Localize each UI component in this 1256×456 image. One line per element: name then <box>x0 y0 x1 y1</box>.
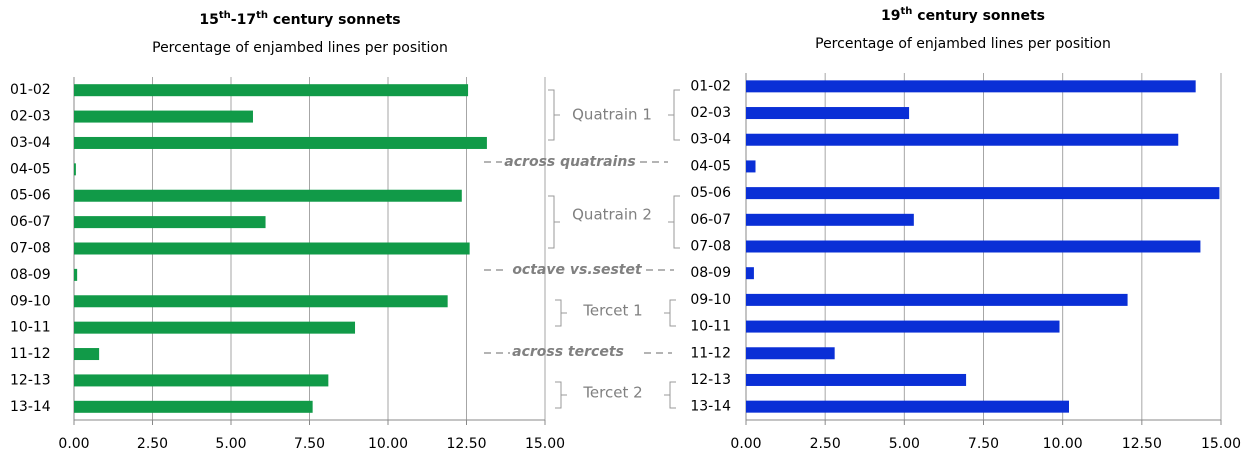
bar <box>746 400 1069 413</box>
x-tick-label: 7.50 <box>968 436 999 452</box>
y-tick-label: 03-04 <box>690 132 731 148</box>
y-tick-label: 06-07 <box>690 212 731 228</box>
y-tick-label: 09-10 <box>690 292 731 308</box>
y-tick-label: 12-13 <box>10 372 51 388</box>
bracket <box>548 195 560 249</box>
y-tick-label: 07-08 <box>10 241 51 257</box>
x-tick-label: 15.00 <box>1201 436 1241 452</box>
bracket <box>555 381 567 409</box>
annotation: Tercet 1 <box>582 302 642 320</box>
bracket <box>664 299 676 327</box>
y-tick-label: 10-11 <box>690 319 731 335</box>
y-tick-label: 02-03 <box>10 109 51 125</box>
x-tick-label: 15.00 <box>525 436 565 452</box>
bar <box>746 373 967 386</box>
bar <box>746 320 1060 333</box>
bar <box>74 242 470 255</box>
bar <box>746 213 914 226</box>
annotation: Quatrain 2 <box>572 206 652 224</box>
bracket <box>668 89 680 141</box>
bar <box>74 163 76 176</box>
x-tick-label: 10.00 <box>1043 436 1083 452</box>
bar <box>74 348 100 361</box>
bar <box>746 133 1179 146</box>
bar <box>74 374 329 387</box>
bar <box>74 400 313 413</box>
annotation: across quatrains <box>504 154 635 170</box>
bracket <box>668 195 680 249</box>
bracket <box>555 299 567 327</box>
y-tick-label: 07-08 <box>690 239 731 255</box>
x-tick-label: 12.50 <box>1122 436 1162 452</box>
x-tick-label: 0.00 <box>58 436 89 452</box>
bar <box>746 347 835 360</box>
y-tick-label: 13-14 <box>690 399 731 415</box>
bar <box>746 160 756 173</box>
y-tick-label: 01-02 <box>690 78 731 94</box>
y-tick-label: 05-06 <box>690 185 731 201</box>
brackets <box>484 89 680 409</box>
annotation: Tercet 2 <box>582 384 642 402</box>
y-tick-label: 11-12 <box>10 346 51 362</box>
y-tick-label: 04-05 <box>10 161 51 177</box>
y-tick-label: 04-05 <box>690 158 731 174</box>
annotation: Quatrain 1 <box>572 106 652 124</box>
bar <box>746 80 1196 93</box>
bar <box>74 216 266 229</box>
x-tick-label: 12.50 <box>446 436 486 452</box>
x-tick-label: 0.00 <box>730 436 761 452</box>
bar <box>74 189 462 202</box>
y-tick-label: 10-11 <box>10 320 51 336</box>
y-tick-label: 11-12 <box>690 345 731 361</box>
bar <box>746 187 1220 200</box>
x-tick-label: 2.50 <box>137 436 168 452</box>
chart-title: 19th century sonnets <box>881 6 1045 25</box>
y-tick-label: 08-09 <box>690 265 731 281</box>
bar <box>74 295 448 308</box>
bar <box>74 268 78 281</box>
y-tick-label: 12-13 <box>690 372 731 388</box>
y-tick-label: 01-02 <box>10 82 51 98</box>
y-tick-label: 09-10 <box>10 293 51 309</box>
chart-subtitle: Percentage of enjambed lines per positio… <box>815 36 1111 52</box>
y-tick-label: 05-06 <box>10 188 51 204</box>
bar <box>746 293 1128 306</box>
y-tick-label: 02-03 <box>690 105 731 121</box>
x-tick-label: 2.50 <box>810 436 841 452</box>
y-tick-label: 06-07 <box>10 214 51 230</box>
bracket <box>664 381 676 409</box>
bar <box>746 240 1201 253</box>
bar <box>746 267 754 280</box>
y-tick-label: 13-14 <box>10 399 51 415</box>
chart-title: 15th-17th century sonnets <box>199 10 400 29</box>
chart-subtitle: Percentage of enjambed lines per positio… <box>152 40 448 56</box>
bar <box>74 321 356 334</box>
bar <box>746 107 910 120</box>
x-tick-label: 5.00 <box>889 436 920 452</box>
x-tick-label: 7.50 <box>294 436 325 452</box>
annotation: across tercets <box>512 344 624 360</box>
y-tick-label: 03-04 <box>10 135 51 151</box>
annotation: octave vs.sestet <box>512 262 643 278</box>
x-tick-label: 5.00 <box>215 436 246 452</box>
bracket <box>548 89 560 141</box>
bar <box>74 84 469 97</box>
bar <box>74 136 487 149</box>
y-tick-label: 08-09 <box>10 267 51 283</box>
bar <box>74 110 253 123</box>
x-tick-label: 10.00 <box>368 436 408 452</box>
